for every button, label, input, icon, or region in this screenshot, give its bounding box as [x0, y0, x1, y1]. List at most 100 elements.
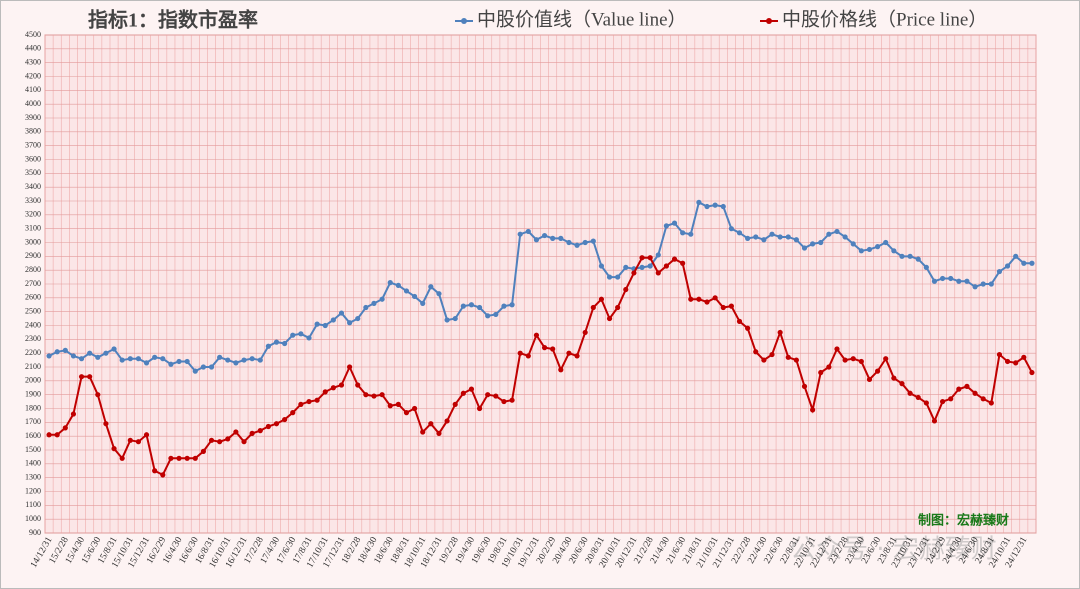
data-point	[891, 248, 897, 254]
data-point	[225, 357, 231, 363]
data-point	[363, 304, 369, 311]
data-point	[956, 278, 962, 284]
y-tick-label: 2100	[25, 362, 41, 371]
data-point	[558, 367, 564, 373]
data-point	[501, 303, 507, 309]
data-point	[712, 295, 718, 301]
data-point	[736, 230, 743, 236]
data-point	[444, 317, 450, 323]
data-point	[598, 263, 605, 269]
data-point	[688, 296, 694, 302]
data-point	[330, 317, 336, 323]
data-point	[964, 383, 970, 389]
data-point	[939, 398, 946, 405]
data-point	[541, 232, 548, 239]
data-point	[160, 472, 166, 478]
data-point	[306, 335, 312, 341]
legend-marker	[766, 18, 772, 24]
data-point	[810, 407, 816, 413]
data-point	[793, 237, 799, 243]
data-point	[1013, 253, 1019, 259]
y-tick-label: 1900	[25, 389, 41, 398]
data-point	[363, 392, 369, 398]
data-point	[143, 360, 150, 366]
watermark: 公众号 · 宏赫臻财	[790, 535, 997, 565]
data-point	[891, 375, 897, 381]
data-point	[517, 231, 523, 237]
y-tick-label: 3900	[25, 113, 41, 122]
y-tick-label: 1400	[25, 459, 41, 468]
data-point	[103, 350, 109, 356]
data-point	[1004, 263, 1011, 269]
data-point	[135, 356, 142, 362]
data-point	[761, 357, 767, 363]
data-point	[663, 263, 670, 269]
data-point	[62, 425, 68, 431]
data-point	[696, 199, 702, 205]
data-point	[420, 300, 426, 306]
data-point	[152, 354, 158, 360]
y-tick-label: 3300	[25, 196, 41, 205]
data-point	[785, 234, 791, 240]
data-point	[249, 430, 255, 436]
data-point	[192, 455, 198, 461]
data-point	[606, 274, 613, 280]
data-point	[858, 248, 864, 254]
data-point	[704, 203, 710, 210]
data-point	[298, 331, 304, 337]
data-point	[801, 383, 808, 389]
data-point	[168, 361, 174, 367]
data-point	[87, 350, 93, 356]
data-point	[70, 411, 77, 417]
y-tick-label: 4200	[25, 71, 41, 80]
data-point	[517, 350, 523, 356]
data-point	[663, 223, 670, 229]
data-point	[850, 241, 856, 247]
legend-label: 中股价值线（Value line）	[477, 8, 687, 30]
data-point	[615, 274, 621, 280]
data-point	[1029, 260, 1035, 266]
y-tick-label: 3200	[25, 210, 41, 219]
data-point	[704, 299, 710, 305]
data-point	[720, 203, 726, 210]
data-point	[428, 421, 434, 427]
data-point	[452, 401, 458, 407]
data-point	[655, 270, 661, 276]
data-point	[127, 437, 133, 443]
data-point	[78, 356, 85, 362]
data-point	[590, 238, 596, 244]
y-tick-label: 1800	[25, 403, 41, 412]
data-point	[485, 313, 491, 319]
data-point	[152, 468, 158, 474]
data-point	[282, 416, 288, 423]
data-point	[582, 329, 588, 336]
data-point	[347, 364, 353, 370]
data-point	[347, 320, 353, 326]
data-point	[111, 346, 117, 352]
data-point	[793, 357, 799, 363]
data-point	[574, 242, 580, 248]
data-point	[233, 429, 239, 435]
data-point	[647, 255, 653, 261]
data-point	[680, 230, 686, 236]
data-point	[931, 418, 938, 424]
data-point	[972, 284, 978, 290]
data-point	[387, 280, 393, 286]
data-point	[460, 303, 466, 309]
data-point	[875, 368, 881, 374]
data-point	[379, 392, 385, 398]
data-point	[655, 252, 661, 258]
data-point	[948, 275, 954, 282]
data-point	[533, 237, 540, 243]
y-tick-label: 3000	[25, 237, 41, 246]
data-point	[476, 405, 483, 412]
data-point	[46, 432, 52, 438]
data-point	[403, 288, 410, 294]
y-tick-label: 2800	[25, 265, 41, 274]
data-point	[476, 304, 483, 311]
y-tick-label: 4000	[25, 99, 41, 108]
y-tick-label: 1700	[25, 417, 41, 426]
data-point	[322, 322, 328, 329]
data-point	[866, 246, 873, 253]
y-tick-label: 1000	[25, 514, 41, 523]
